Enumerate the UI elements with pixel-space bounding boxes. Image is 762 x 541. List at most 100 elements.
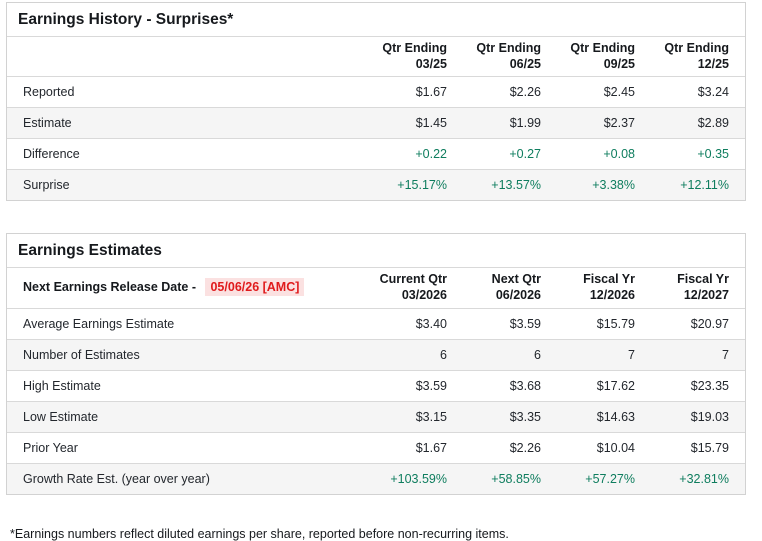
release-date-label: Next Earnings Release Date - xyxy=(23,280,196,295)
value-cell: +0.27 xyxy=(509,147,541,162)
value-cell: $2.89 xyxy=(697,116,729,131)
value-cell: $14.63 xyxy=(596,409,635,424)
value-cell: +58.85% xyxy=(491,471,541,486)
value-cell: $1.67 xyxy=(415,85,447,100)
value-cell: $3.15 xyxy=(415,409,447,424)
value-cell: $2.26 xyxy=(509,85,541,100)
value-cell: +0.22 xyxy=(415,147,447,162)
value-cell: $20.97 xyxy=(690,316,729,331)
earnings-estimates-header-row: Next Earnings Release Date - 05/06/26 [A… xyxy=(7,268,745,309)
value-cell: 7 xyxy=(722,347,729,362)
column-header-line1: Qtr Ending xyxy=(570,41,635,55)
value-cell: $2.45 xyxy=(603,85,635,100)
column-header-qtr-0325: Qtr Ending 03/25 xyxy=(369,37,463,78)
earnings-estimates-body: Average Earnings Estimate $3.40 $3.59 $15.7… xyxy=(7,308,745,494)
column-header-line1: Qtr Ending xyxy=(476,41,541,55)
value-cell: +12.11% xyxy=(680,178,729,193)
earnings-estimates-panel: Earnings Estimates Next Earnings Release… xyxy=(6,233,746,495)
earnings-history-body: Reported $1.67 $2.26 $2.45 $3.24 Estimate $1.4… xyxy=(7,77,745,201)
column-header-line1: Fiscal Yr xyxy=(677,272,729,287)
column-header-fiscal-yr-2027: Fiscal Yr 12/2027 xyxy=(651,268,745,309)
column-header-line1: Fiscal Yr xyxy=(583,272,635,287)
row-label: Reported xyxy=(23,85,75,100)
table-row: Surprise +15.17% +13.57% +3.38% +12.11% xyxy=(7,169,745,201)
column-header-fiscal-yr-2026: Fiscal Yr 12/2026 xyxy=(557,268,651,309)
column-header-line1: Qtr Ending xyxy=(664,41,729,55)
column-header-line2: 06/25 xyxy=(509,56,541,71)
value-cell: $10.04 xyxy=(596,440,635,455)
table-row: Growth Rate Est. (year over year) +103.59… xyxy=(7,463,745,494)
value-cell: $3.59 xyxy=(415,378,447,393)
next-earnings-release-cell: Next Earnings Release Date - 05/06/26 [A… xyxy=(7,268,369,309)
table-row: High Estimate $3.59 $3.68 $17.62 $23.35 xyxy=(7,370,745,401)
table-row: Prior Year $1.67 $2.26 $10.04 $15.79 xyxy=(7,432,745,463)
column-header-next-qtr: Next Qtr 06/2026 xyxy=(463,268,557,309)
value-cell: $2.37 xyxy=(603,116,635,131)
column-header-line2: 03/2026 xyxy=(401,287,447,302)
column-header-qtr-0625: Qtr Ending 06/25 xyxy=(463,37,557,78)
row-label: Average Earnings Estimate xyxy=(23,316,175,331)
table-row: Low Estimate $3.15 $3.35 $14.63 $19.03 xyxy=(7,401,745,432)
value-cell: $15.79 xyxy=(690,440,729,455)
earnings-history-panel: Earnings History - Surprises* Qtr Ending… xyxy=(6,2,746,202)
value-cell: $3.40 xyxy=(415,316,447,331)
column-header-qtr-0925: Qtr Ending 09/25 xyxy=(557,37,651,78)
footnote: *Earnings numbers reflect diluted earnin… xyxy=(10,526,509,541)
row-label: Low Estimate xyxy=(23,409,99,424)
column-header-line2: 12/2026 xyxy=(589,287,635,302)
earnings-estimates-title: Earnings Estimates xyxy=(7,234,745,269)
value-cell: $15.79 xyxy=(596,316,635,331)
table-row: Number of Estimates 6 6 7 7 xyxy=(7,339,745,370)
table-row: Average Earnings Estimate $3.40 $3.59 $15.7… xyxy=(7,308,745,339)
earnings-history-title: Earnings History - Surprises* xyxy=(7,3,745,37)
value-cell: +15.17% xyxy=(397,178,447,193)
column-header-line2: 06/2026 xyxy=(495,287,541,302)
value-cell: $1.67 xyxy=(415,440,447,455)
value-cell: 6 xyxy=(534,347,541,362)
column-header-qtr-1225: Qtr Ending 12/25 xyxy=(651,37,745,78)
value-cell: +3.38% xyxy=(592,178,635,193)
value-cell: $1.99 xyxy=(509,116,541,131)
row-label: Difference xyxy=(23,147,80,162)
row-label: Estimate xyxy=(23,116,72,131)
column-header-line2: 12/25 xyxy=(697,56,729,71)
value-cell: $17.62 xyxy=(596,378,635,393)
value-cell: $1.45 xyxy=(415,116,447,131)
row-label: Number of Estimates xyxy=(23,347,140,362)
earnings-history-header-row: Qtr Ending 03/25 Qtr Ending 06/25 Qtr En… xyxy=(7,37,745,78)
column-header-line1: Current Qtr xyxy=(379,272,447,287)
value-cell: +103.59% xyxy=(390,471,447,486)
value-cell: 6 xyxy=(440,347,447,362)
row-label: Prior Year xyxy=(23,440,78,455)
table-row: Estimate $1.45 $1.99 $2.37 $2.89 xyxy=(7,107,745,139)
value-cell: +0.08 xyxy=(603,147,635,162)
value-cell: $3.35 xyxy=(509,409,541,424)
value-cell: +32.81% xyxy=(679,471,729,486)
table-row: Difference +0.22 +0.27 +0.08 +0.35 xyxy=(7,139,745,170)
release-date-value: 05/06/26 [AMC] xyxy=(205,278,305,297)
earnings-estimates-table: Next Earnings Release Date - 05/06/26 [A… xyxy=(7,268,745,494)
value-cell: $3.68 xyxy=(509,378,541,393)
value-cell: $2.26 xyxy=(509,440,541,455)
value-cell: $23.35 xyxy=(690,378,729,393)
column-header-line2: 03/25 xyxy=(415,56,447,71)
column-header-current-qtr: Current Qtr 03/2026 xyxy=(369,268,463,309)
value-cell: 7 xyxy=(628,347,635,362)
column-header-line1: Next Qtr xyxy=(491,272,541,287)
table-row: Reported $1.67 $2.26 $2.45 $3.24 xyxy=(7,77,745,108)
value-cell: +0.35 xyxy=(697,147,729,162)
earnings-history-table: Qtr Ending 03/25 Qtr Ending 06/25 Qtr En… xyxy=(7,37,745,201)
column-header-line2: 09/25 xyxy=(603,56,635,71)
row-label: Growth Rate Est. (year over year) xyxy=(23,471,210,486)
value-cell: +57.27% xyxy=(585,471,635,486)
value-cell: $3.24 xyxy=(697,85,729,100)
header-corner-cell xyxy=(7,37,369,78)
row-label: High Estimate xyxy=(23,378,101,393)
column-header-line2: 12/2027 xyxy=(683,287,729,302)
row-label: Surprise xyxy=(23,178,70,193)
value-cell: $3.59 xyxy=(509,316,541,331)
value-cell: $19.03 xyxy=(690,409,729,424)
column-header-line1: Qtr Ending xyxy=(382,41,447,55)
value-cell: +13.57% xyxy=(491,178,541,193)
